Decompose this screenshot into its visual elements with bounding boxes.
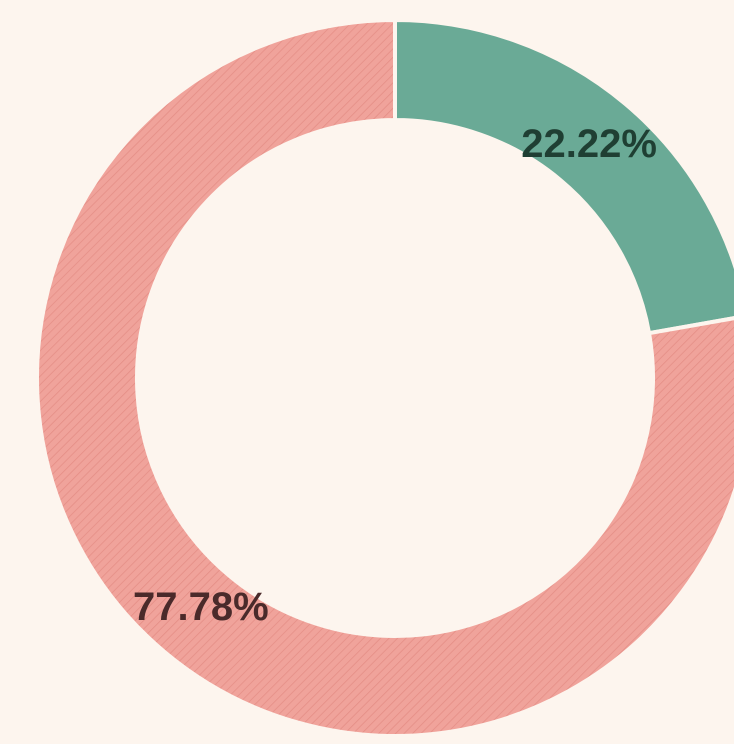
value-label: 22.22%	[521, 122, 657, 166]
donut-slice	[35, 17, 734, 738]
donut-slice	[393, 17, 734, 336]
value-label: 77.78%	[133, 585, 269, 629]
